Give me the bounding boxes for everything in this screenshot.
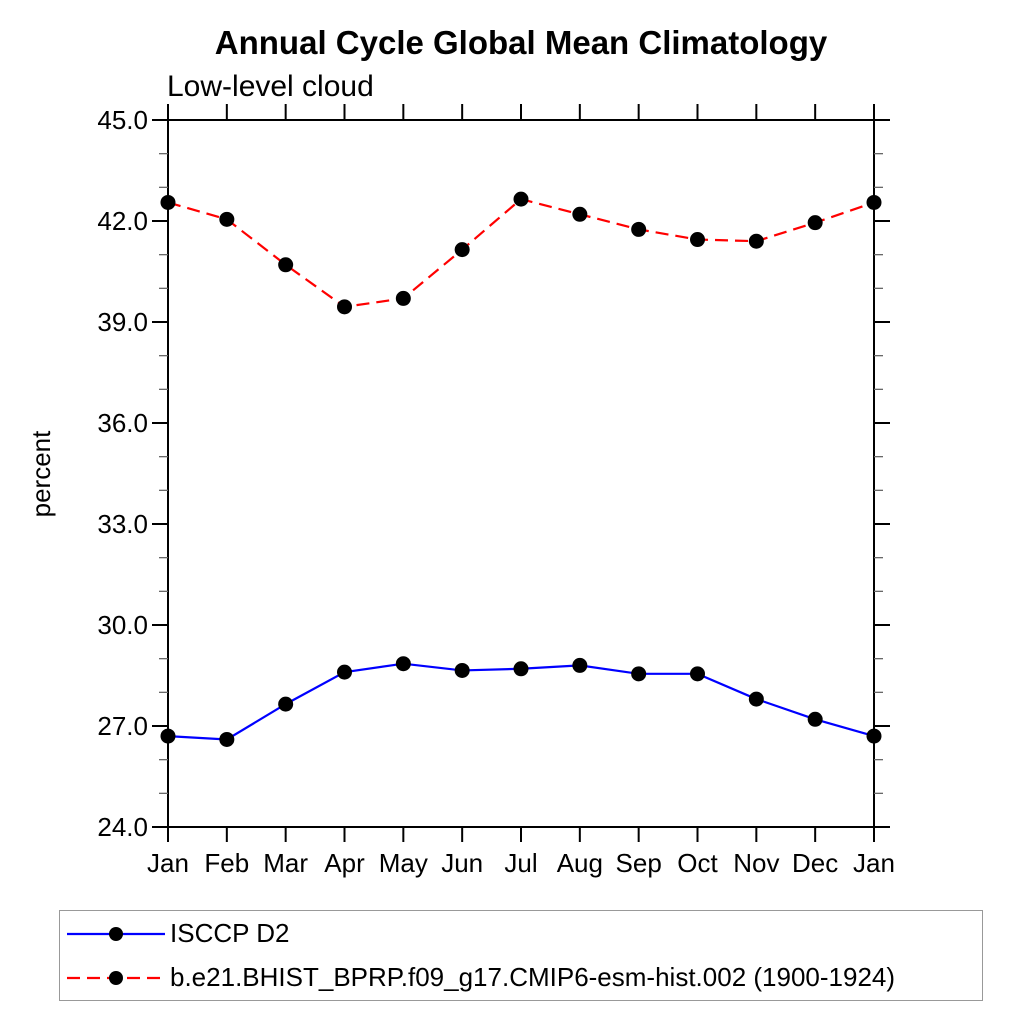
legend-item-isccp-d2: ISCCP D2	[66, 913, 982, 955]
data-point-marker	[631, 221, 647, 237]
data-point-marker	[807, 711, 823, 727]
x-tick-label: Feb	[204, 848, 249, 878]
y-tick-label: 27.0	[97, 711, 148, 741]
data-point-marker	[395, 290, 411, 306]
data-point-marker	[219, 211, 235, 227]
legend-marker-dot	[109, 926, 123, 941]
data-point-marker	[866, 728, 882, 744]
x-tick-label: Apr	[324, 848, 365, 878]
data-point-marker	[866, 194, 882, 210]
x-tick-label: May	[379, 848, 428, 878]
x-tick-label: Aug	[557, 848, 603, 878]
data-point-marker	[513, 191, 529, 207]
chart-subtitle: Low-level cloud	[167, 70, 374, 103]
data-point-marker	[513, 661, 529, 677]
x-tick-label: Jan	[147, 848, 189, 878]
data-point-marker	[337, 664, 352, 680]
legend-marker-dot	[109, 970, 123, 985]
data-point-marker	[454, 662, 470, 678]
data-point-marker	[748, 233, 764, 249]
x-tick-label: Jan	[853, 848, 895, 878]
x-tick-label: Dec	[792, 848, 838, 878]
chart-title: Annual Cycle Global Mean Climatology	[214, 24, 828, 61]
legend-box: ISCCP D2 b.e21.BHIST_BPRP.f09_g17.CMIP6-…	[59, 910, 983, 1001]
data-point-marker	[395, 656, 411, 672]
legend-sample-dashed-line	[67, 970, 165, 985]
data-point-marker	[219, 731, 235, 747]
data-point-marker	[160, 194, 176, 210]
x-tick-label: Nov	[733, 848, 779, 878]
legend-sample-solid-line	[67, 926, 165, 941]
y-tick-label: 33.0	[97, 509, 148, 539]
y-tick-label: 39.0	[97, 307, 148, 337]
y-axis-title: percent	[26, 430, 56, 517]
x-tick-label: Jul	[504, 848, 537, 878]
y-tick-label: 36.0	[97, 408, 148, 438]
data-point-marker	[278, 257, 294, 273]
y-tick-label: 30.0	[97, 610, 148, 640]
y-tick-label: 42.0	[97, 206, 148, 236]
legend-item-model-run: b.e21.BHIST_BPRP.f09_g17.CMIP6-esm-hist.…	[66, 957, 982, 999]
series-line-1	[167, 197, 875, 309]
data-point-marker	[748, 691, 764, 707]
x-tick-label: Mar	[263, 848, 308, 878]
x-tick-label: Sep	[616, 848, 662, 878]
x-tick-label: Oct	[677, 848, 718, 878]
x-tick-label: Jun	[441, 848, 483, 878]
axis-frame	[167, 119, 875, 828]
data-point-marker	[160, 728, 176, 744]
data-point-marker	[690, 232, 705, 248]
legend-label-model-run: b.e21.BHIST_BPRP.f09_g17.CMIP6-esm-hist.…	[170, 962, 896, 992]
data-point-marker	[454, 242, 470, 258]
legend-label-isccp-d2: ISCCP D2	[170, 918, 290, 948]
y-tick-label: 45.0	[97, 105, 148, 135]
data-point-marker	[807, 215, 823, 231]
data-point-marker	[631, 666, 647, 682]
data-point-marker	[278, 696, 294, 712]
data-point-marker	[572, 657, 588, 673]
data-point-marker	[572, 206, 588, 222]
data-point-marker	[337, 299, 352, 315]
y-tick-label: 24.0	[97, 812, 148, 842]
data-point-marker	[690, 666, 705, 682]
